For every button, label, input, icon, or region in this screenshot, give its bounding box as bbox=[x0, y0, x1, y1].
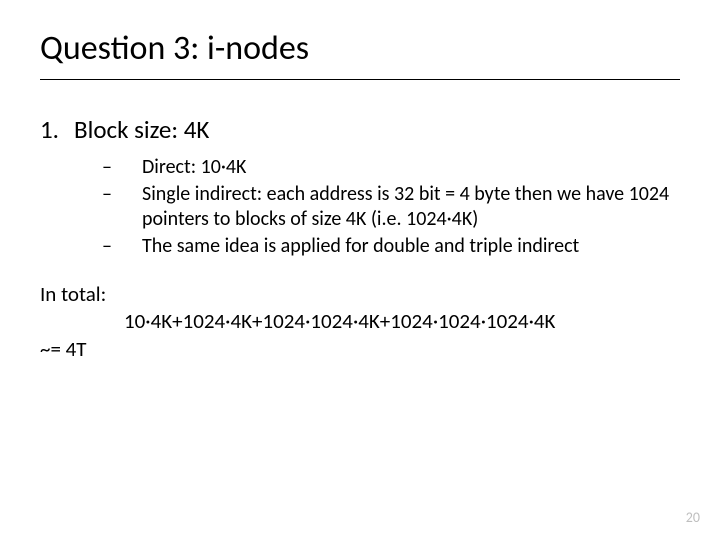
level1-number: 1. bbox=[40, 114, 74, 145]
level1-heading: Block size: 4K bbox=[74, 114, 209, 145]
slide: Question 3: i-nodes 1. Block size: 4K – … bbox=[0, 0, 720, 540]
list-item-text: Direct: 10·4K bbox=[142, 155, 680, 180]
level2-list: – Direct: 10·4K – Single indirect: each … bbox=[102, 155, 680, 259]
dash-icon: – bbox=[102, 182, 142, 207]
total-block: In total: 10·4K+1024·4K+1024·1024·4K+102… bbox=[40, 281, 680, 363]
slide-title: Question 3: i-nodes bbox=[40, 28, 680, 80]
total-approx: ~= 4T bbox=[40, 336, 87, 362]
dash-icon: – bbox=[102, 155, 142, 180]
list-item-text: The same idea is applied for double and … bbox=[142, 234, 680, 259]
dash-icon: – bbox=[102, 234, 142, 259]
list-item-text: Single indirect: each address is 32 bit … bbox=[142, 182, 680, 232]
list-item: – The same idea is applied for double an… bbox=[102, 234, 680, 259]
page-number: 20 bbox=[686, 509, 700, 526]
list-item: – Single indirect: each address is 32 bi… bbox=[102, 182, 680, 232]
list-item: – Direct: 10·4K bbox=[102, 155, 680, 180]
total-calc: 10·4K+1024·4K+1024·1024·4K+1024·1024·102… bbox=[40, 308, 680, 335]
total-label: In total: bbox=[40, 281, 106, 307]
level1-item: 1. Block size: 4K bbox=[40, 114, 680, 145]
